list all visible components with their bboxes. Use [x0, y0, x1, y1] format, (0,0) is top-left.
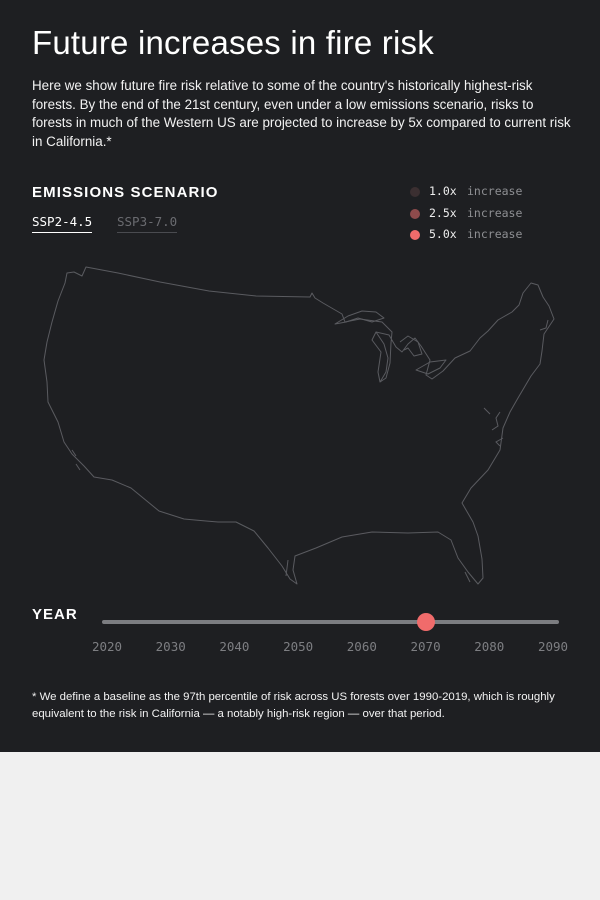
- year-slider-thumb[interactable]: [416, 613, 435, 631]
- legend-dot-icon: [410, 230, 420, 240]
- us-outline-icon: [43, 266, 555, 585]
- legend-multiplier: 2.5x: [429, 205, 457, 220]
- legend-word: increase: [467, 227, 523, 241]
- year-slider-track[interactable]: [102, 620, 559, 624]
- year-tick: 2040: [219, 639, 250, 654]
- year-tick: 2030: [155, 639, 186, 654]
- year-tick: 2090: [537, 639, 569, 654]
- fire-risk-panel: Future increases in fire risk Here we sh…: [0, 0, 600, 752]
- tab-ssp3-7-0[interactable]: SSP3-7.0: [117, 214, 178, 233]
- legend-dot-icon: [410, 208, 420, 219]
- us-map-outline: [43, 266, 555, 585]
- year-tick: 2020: [91, 639, 123, 654]
- legend-dot-icon: [410, 187, 420, 197]
- emissions-scenario-heading: EMISSIONS SCENARIO: [32, 184, 219, 201]
- legend-multiplier: 1.0x: [429, 184, 457, 198]
- tab-ssp2-4-5[interactable]: SSP2-4.5: [32, 214, 93, 233]
- year-label: YEAR: [32, 606, 78, 623]
- legend-word: increase: [467, 184, 523, 198]
- year-tick: 2080: [474, 639, 505, 654]
- year-tick: 2050: [283, 639, 314, 654]
- year-tick: 2060: [346, 639, 377, 654]
- great-lakes-outline: [334, 310, 447, 383]
- coastline-details: [71, 319, 549, 583]
- page-title: Future increases in fire risk: [32, 24, 434, 61]
- intro-text: Here we show future fire risk relative t…: [32, 78, 571, 150]
- legend-multiplier: 5.0x: [429, 227, 457, 241]
- legend-word: increase: [467, 205, 523, 220]
- footnote: * We define a baseline as the 97th perce…: [32, 691, 555, 720]
- year-tick: 2070: [410, 639, 441, 654]
